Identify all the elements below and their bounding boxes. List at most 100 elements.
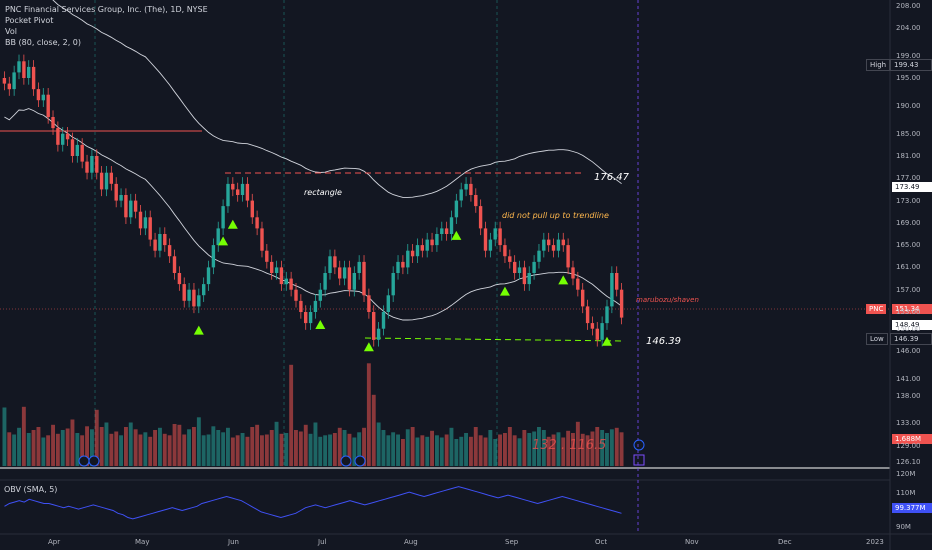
obv-legend: OBV (SMA, 5) <box>4 485 57 494</box>
volume-bar <box>269 430 274 466</box>
volume-bar <box>522 430 527 466</box>
volume-bar <box>493 439 498 466</box>
volume-bar <box>60 430 65 466</box>
candle-body <box>7 83 11 90</box>
candle-body <box>148 217 152 240</box>
candle-body <box>51 117 55 129</box>
volume-bar <box>230 437 235 466</box>
candle-body <box>206 267 211 285</box>
candle-body <box>36 89 41 101</box>
volume-bar <box>124 427 128 466</box>
volume-bar <box>65 428 70 466</box>
candle-body <box>328 256 332 273</box>
volume-bar <box>162 433 167 467</box>
candle-body <box>415 245 420 257</box>
candle-body <box>498 228 502 246</box>
candle-body <box>590 323 595 329</box>
candle-body <box>478 206 483 229</box>
candle-body <box>226 183 230 207</box>
candle-body <box>381 312 386 329</box>
volume-bar <box>483 437 488 466</box>
trendline-note[interactable]: did not pull up to trendline <box>502 211 609 220</box>
volume-bar <box>342 430 347 466</box>
indicator-bb[interactable]: BB (80, close, 2, 0) <box>5 38 81 47</box>
candle-body <box>158 234 162 251</box>
volume-bar <box>396 434 400 466</box>
volume-bar <box>323 435 328 466</box>
y-axis-tick: 165.00 <box>896 241 921 250</box>
candle-body <box>396 261 400 273</box>
candle-body <box>551 245 556 251</box>
low-value-tag: 146.39 <box>890 333 932 345</box>
high-label: High <box>866 59 891 71</box>
candle-body <box>576 278 580 290</box>
candle-body <box>221 206 225 229</box>
volume-bar <box>571 433 575 466</box>
volume-bar <box>464 433 468 466</box>
candle-body <box>90 156 94 173</box>
volume-bar <box>439 437 444 466</box>
support-label[interactable]: 146.39 <box>646 336 681 347</box>
volume-bar <box>605 433 609 466</box>
candle-body <box>449 217 454 234</box>
candle-body <box>532 261 536 273</box>
candle-body <box>46 94 50 117</box>
candle-body <box>347 267 352 290</box>
volume-bar <box>430 430 434 467</box>
y-axis-tick: 138.00 <box>896 391 921 400</box>
volume-bar <box>435 435 439 466</box>
volume-bar <box>328 434 332 466</box>
volume-bar <box>41 437 46 466</box>
candle-body <box>459 189 463 201</box>
candle-body <box>595 328 599 340</box>
volume-bar <box>80 435 85 466</box>
candle-body <box>391 273 395 296</box>
candle-body <box>444 228 449 234</box>
resistance-label[interactable]: 176.47 <box>594 172 629 183</box>
candle-body <box>294 289 298 301</box>
candle-body <box>245 183 250 201</box>
volume-bar <box>172 424 177 466</box>
x-axis-tick: Sep <box>505 538 519 546</box>
volume-bar <box>376 422 381 466</box>
volume-bar <box>362 427 366 467</box>
rectangle-label[interactable]: rectangle <box>304 188 342 197</box>
candle-body <box>270 261 274 273</box>
x-axis-tick: Aug <box>404 538 418 546</box>
candle-body <box>352 273 356 290</box>
marubozu-note[interactable]: marubozu/shaven <box>636 296 699 304</box>
pocket-pivot-marker <box>558 275 569 285</box>
symbol-title[interactable]: PNC Financial Services Group, Inc. (The)… <box>5 5 208 14</box>
pocket-pivot-marker <box>363 342 374 352</box>
candle-body <box>216 228 220 246</box>
y-axis-tick: 181.00 <box>896 152 921 160</box>
y-axis-tick: 150.00 <box>896 324 921 333</box>
candle-body <box>542 239 546 251</box>
indicator-vol[interactable]: Vol <box>5 27 17 36</box>
candle-body <box>255 217 259 229</box>
indicator-pocket-pivot[interactable]: Pocket Pivot <box>5 16 54 25</box>
candle-body <box>124 195 128 218</box>
pocket-pivot-marker <box>227 219 238 229</box>
volume-bar <box>51 424 55 467</box>
y-axis-tick: 199.00 <box>896 51 921 60</box>
volume-bar <box>425 436 430 467</box>
y-axis-tick: 161.00 <box>896 263 921 272</box>
volume-bar <box>114 431 119 466</box>
candle-body <box>265 250 269 262</box>
volume-bar <box>580 433 585 467</box>
volume-bar <box>347 433 352 467</box>
candle-body <box>182 284 186 301</box>
candle-body <box>177 273 182 285</box>
candle-body <box>133 200 138 212</box>
candle-body <box>104 172 109 190</box>
candle-body <box>367 295 371 312</box>
candle-body <box>240 183 245 195</box>
volume-bar <box>216 430 221 466</box>
y-axis-tick: 146.00 <box>896 347 921 355</box>
candle-body <box>386 295 390 312</box>
volume-bar <box>143 432 148 467</box>
volume-bar <box>337 427 342 467</box>
volume-bar <box>410 427 415 466</box>
